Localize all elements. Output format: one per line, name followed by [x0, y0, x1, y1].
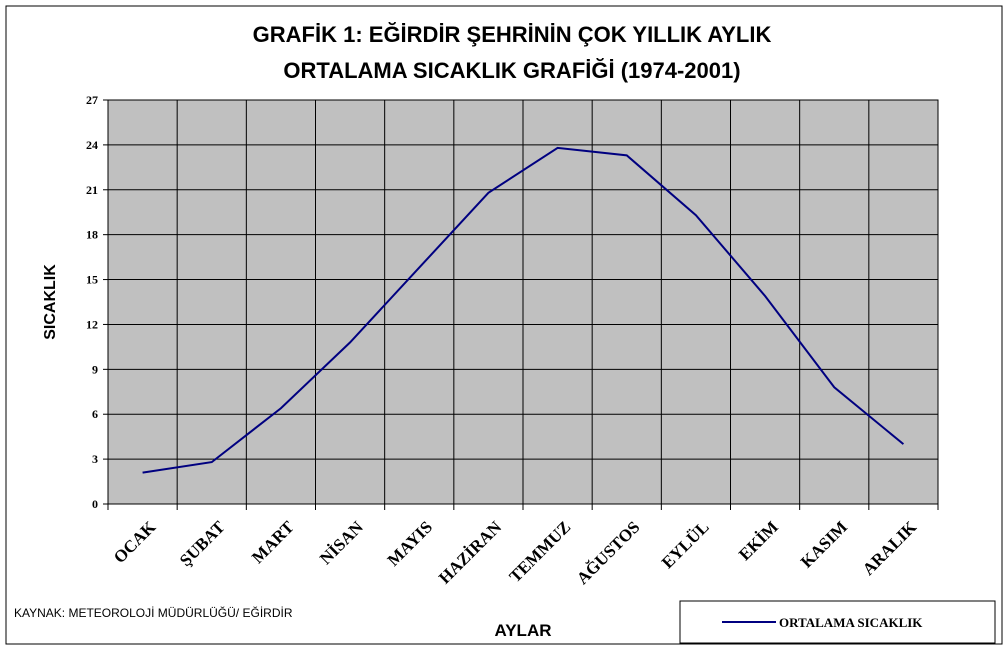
y-axis-label: SICAKLIK [42, 264, 59, 340]
y-tick-label: 18 [86, 228, 98, 242]
y-tick-label: 15 [86, 273, 98, 287]
data-line [142, 146, 905, 474]
y-tick-label: 27 [86, 93, 98, 107]
y-tick-label: 0 [92, 497, 98, 511]
legend-label: ORTALAMA SICAKLIK [779, 615, 923, 630]
chart-title: GRAFİK 1: EĞİRDİR ŞEHRİNİN ÇOK YILLIK AY… [253, 22, 772, 47]
y-tick-label: 9 [92, 362, 98, 376]
y-tick-label: 24 [86, 138, 98, 152]
y-tick-label: 3 [92, 452, 98, 466]
y-tick-label: 12 [86, 317, 98, 331]
y-tick-label: 6 [92, 407, 98, 421]
chart-title: ORTALAMA SICAKLIK GRAFİĞİ (1974-2001) [283, 58, 740, 83]
x-axis-label: AYLAR [495, 621, 552, 640]
annotation: KAYNAK: METEOROLOJİ MÜDÜRLÜĞÜ/ EĞİRDİR [14, 605, 293, 620]
y-tick-label: 21 [86, 183, 98, 197]
